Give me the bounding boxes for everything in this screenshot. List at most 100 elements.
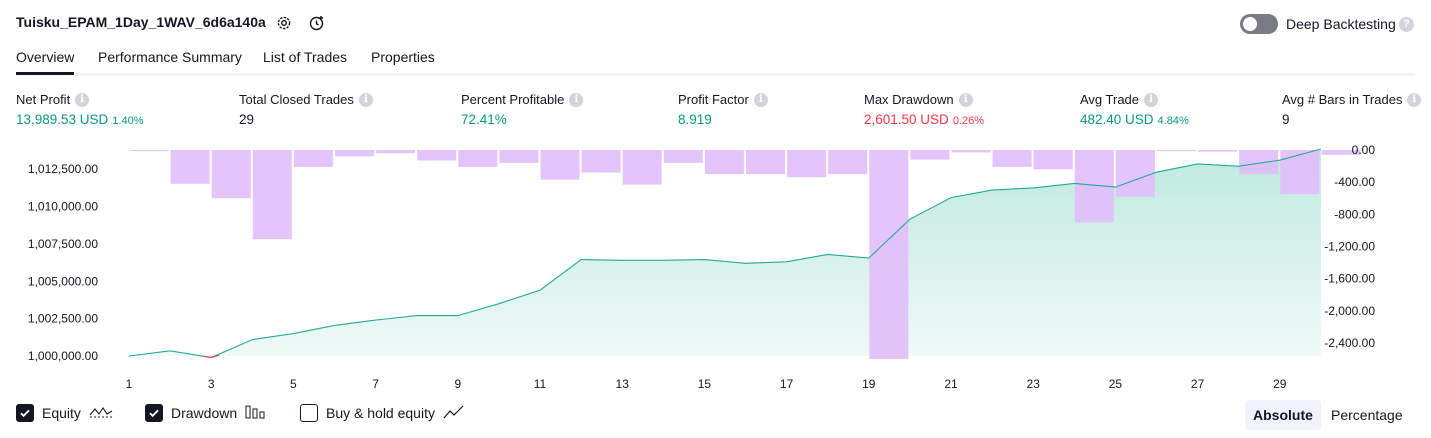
tab-properties[interactable]: Properties (371, 49, 435, 65)
y-right-tick-label: -2,400.00 (1324, 336, 1375, 350)
metric-profit-factor: Profit Factor i 8.919 (678, 92, 768, 127)
metric-net-profit: Net Profit i 13,989.53 USD 1.40% (16, 92, 144, 127)
x-tick-label: 21 (944, 377, 958, 391)
drawdown-bar[interactable] (1239, 150, 1279, 175)
chart-canvas: 1,012,500.00 1,010,000.00 1,007,500.00 1,00… (28, 143, 1375, 391)
gear-icon[interactable] (274, 13, 294, 33)
tab-list-of-trades[interactable]: List of Trades (263, 49, 348, 65)
x-tick-label: 17 (780, 377, 794, 391)
drawdown-bar[interactable] (1198, 150, 1238, 152)
info-icon[interactable]: i (753, 92, 768, 107)
x-tick-label: 9 (454, 377, 461, 391)
drawdown-bar[interactable] (417, 150, 457, 161)
drawdown-bar[interactable] (540, 150, 580, 180)
strategy-header: Tuisku_EPAM_1Day_1WAV_6d6a140a Deep Back… (0, 0, 1431, 46)
metric-max-drawdown: Max Drawdown i 2,601.50 USD 0.26% (864, 92, 984, 127)
drawdown-bar[interactable] (581, 150, 621, 173)
x-tick-label: 5 (290, 377, 297, 391)
drawdown-bar[interactable] (1157, 150, 1196, 151)
metric-percent-profitable: Percent Profitable i 72.41% (461, 92, 584, 127)
x-tick-label: 27 (1191, 377, 1205, 391)
drawdown-bar[interactable] (129, 150, 169, 151)
help-icon[interactable]: ? (1399, 17, 1414, 32)
buy-hold-checkbox[interactable]: Buy & hold equity (300, 404, 465, 422)
metric-avg-bars: Avg # Bars in Trades i 9 (1282, 92, 1422, 127)
metric-value: 2,601.50 USD (864, 112, 949, 127)
absolute-mode-button[interactable]: Absolute (1245, 400, 1321, 430)
drawdown-bar[interactable] (293, 150, 333, 167)
x-tick-label: 13 (616, 377, 630, 391)
info-icon[interactable]: i (1407, 92, 1422, 107)
drawdown-bar[interactable] (499, 150, 539, 163)
drawdown-bar[interactable] (992, 150, 1032, 167)
info-icon[interactable]: i (1144, 92, 1159, 107)
x-tick-label: 11 (534, 377, 547, 391)
x-tick-label: 3 (208, 377, 215, 391)
alert-plus-icon[interactable] (307, 13, 327, 33)
toggle-knob (1243, 17, 1257, 31)
drawdown-bar[interactable] (458, 150, 498, 167)
metric-value: 9 (1282, 112, 1290, 127)
drawdown-bar[interactable] (1033, 150, 1073, 170)
tab-performance-summary[interactable]: Performance Summary (98, 49, 242, 65)
x-tick-label: 1 (126, 377, 133, 391)
checkbox-unchecked[interactable] (300, 404, 318, 422)
metric-value: 8.919 (678, 112, 712, 127)
drawdown-bar[interactable] (211, 150, 251, 199)
drawdown-bar[interactable] (170, 150, 210, 184)
drawdown-bar[interactable] (704, 150, 744, 175)
equity-wave-icon (89, 405, 113, 422)
deep-backtesting-label: Deep Backtesting (1286, 16, 1396, 32)
y-left-tick-label: 1,007,500.00 (28, 237, 98, 251)
info-icon[interactable]: i (958, 92, 973, 107)
metric-avg-trade: Avg Trade i 482.40 USD 4.84% (1080, 92, 1189, 127)
drawdown-bar[interactable] (1321, 150, 1361, 155)
info-icon[interactable]: i (569, 92, 584, 107)
strategy-name: Tuisku_EPAM_1Day_1WAV_6d6a140a (16, 14, 266, 30)
buy-hold-label: Buy & hold equity (326, 405, 435, 421)
y-left-tick-label: 1,005,000.00 (28, 274, 98, 288)
metric-label: Percent Profitable (461, 92, 565, 107)
drawdown-bar[interactable] (787, 150, 827, 178)
y-left-tick-label: 1,000,000.00 (28, 349, 98, 363)
equity-negative-segment (203, 354, 220, 359)
drawdown-checkbox[interactable]: Drawdown (145, 404, 267, 422)
deep-backtesting-toggle[interactable] (1240, 14, 1278, 34)
y-left-tick-label: 1,010,000.00 (28, 200, 98, 214)
chart-legend: Equity Drawdown Buy & hold equity Absolu… (0, 400, 1431, 430)
drawdown-bar[interactable] (335, 150, 374, 157)
equity-label: Equity (42, 405, 81, 421)
info-icon[interactable]: i (75, 92, 90, 107)
drawdown-bar[interactable] (1280, 150, 1320, 195)
equity-area (129, 149, 1321, 358)
drawdown-bar[interactable] (252, 150, 292, 240)
drawdown-bar[interactable] (828, 150, 868, 175)
tab-overview[interactable]: Overview (16, 49, 75, 75)
y-right-tick-label: -400.00 (1334, 175, 1375, 189)
equity-drawdown-chart[interactable]: 1,012,500.00 1,010,000.00 1,007,500.00 1,00… (0, 138, 1431, 398)
drawdown-bar[interactable] (746, 150, 785, 175)
y-left-tick-label: 1,012,500.00 (28, 162, 98, 176)
drawdown-bar[interactable] (663, 150, 703, 163)
drawdown-label: Drawdown (171, 405, 238, 421)
percentage-mode-button[interactable]: Percentage (1331, 407, 1403, 423)
metric-label: Profit Factor (678, 92, 749, 107)
drawdown-bar[interactable] (622, 150, 662, 185)
metric-label: Max Drawdown (864, 92, 954, 107)
drawdown-bar[interactable] (910, 150, 950, 160)
drawdown-bar[interactable] (376, 150, 416, 154)
info-icon[interactable]: i (358, 92, 373, 107)
equity-line (128, 148, 1322, 359)
checkbox-checked[interactable] (16, 404, 34, 422)
drawdown-bar[interactable] (869, 150, 909, 359)
x-tick-label: 7 (372, 377, 379, 391)
checkbox-checked[interactable] (145, 404, 163, 422)
drawdown-bar[interactable] (1115, 150, 1155, 197)
y-right-tick-label: -1,600.00 (1324, 272, 1375, 286)
metric-percent: 1.40% (112, 115, 144, 127)
x-tick-label: 29 (1273, 377, 1287, 391)
drawdown-bar[interactable] (951, 150, 991, 153)
metrics-row: Net Profit i 13,989.53 USD 1.40% Total Clo… (0, 92, 1431, 132)
x-tick-label: 15 (698, 377, 712, 391)
equity-checkbox[interactable]: Equity (16, 404, 113, 422)
